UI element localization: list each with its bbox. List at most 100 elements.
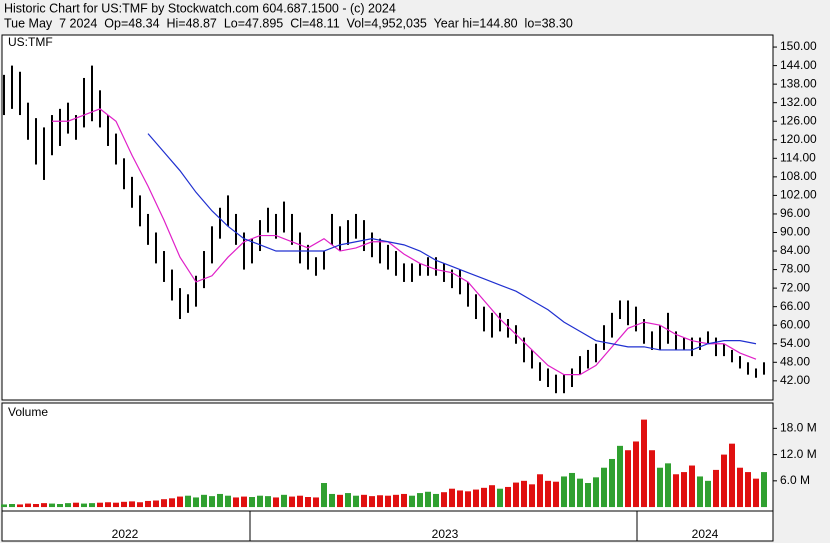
volume-bar [33,504,39,508]
y-tick-label: 60.00 [780,317,810,331]
volume-bar [113,502,119,508]
volume-bar [41,503,47,508]
chart-title: Historic Chart for US:TMF by Stockwatch.… [4,1,396,15]
date-axis [1,510,774,542]
volume-bar [17,504,23,508]
volume-bar [585,483,591,508]
volume-label: Volume [8,405,48,419]
volume-bar [465,491,471,508]
volume-bar [665,463,671,508]
volume-bar [457,490,463,508]
volume-bar [65,503,71,508]
volume-bar [1,504,7,508]
volume-bar [553,481,559,508]
symbol-label: US:TMF [8,35,53,49]
volume-bar [321,483,327,508]
volume-bar [257,495,263,508]
volume-bar [25,503,31,508]
y-tick-label: 114.00 [780,150,816,164]
volume-bar [417,493,423,508]
chart-subtitle: Tue May 7 2024 Op=48.34 Hi=48.87 Lo=47.8… [4,16,573,30]
volume-bar [369,496,375,508]
y-tick-label: 138.00 [780,76,817,90]
y-tick-label: 72.00 [780,280,810,294]
y-tick-label: 96.00 [780,206,810,220]
volume-bar [169,498,175,508]
volume-bar [145,500,151,508]
y-tick-label: 150.00 [780,39,817,53]
volume-bar [681,472,687,508]
volume-bar [329,493,335,508]
volume-bar [353,495,359,508]
volume-bar [81,503,87,508]
volume-bar [337,494,343,508]
volume-bar [505,486,511,508]
volume-bar [521,480,527,508]
volume-bar [305,497,311,508]
y-tick-label: 78.00 [780,262,810,276]
volume-bar [561,476,567,508]
volume-bar [177,496,183,508]
volume-bar [57,504,63,508]
volume-bar [697,476,703,508]
volume-bar [737,467,743,508]
volume-bar [529,484,535,508]
volume-bar [201,494,207,508]
volume-bar [657,467,663,508]
y-tick-label: 42.00 [780,373,810,387]
year-label: 2023 [432,527,459,541]
volume-bar [481,487,487,508]
volume-bar [633,441,639,508]
y-tick-label: 54.00 [780,336,810,350]
volume-bar [193,497,199,508]
volume-bar [129,501,135,508]
y-tick-label: 132.00 [780,95,817,109]
volume-bar [593,477,599,508]
volume-bar [705,480,711,508]
y-tick-label: 48.00 [780,354,810,368]
volume-bar [713,469,719,508]
volume-bar [233,497,239,508]
y-tick-label: 108.00 [780,169,817,183]
year-label: 2024 [692,527,719,541]
volume-bar [433,493,439,508]
volume-bar [105,502,111,508]
volume-bar [313,497,319,508]
volume-bar [489,485,495,508]
volume-bar [761,472,767,508]
y-tick-label: 102.00 [780,188,817,202]
volume-bar [249,497,255,508]
volume-bar [393,494,399,508]
volume-bar [9,504,15,508]
volume-bar [273,497,279,508]
volume-bar [297,495,303,508]
volume-bar [545,480,551,508]
volume-bar [153,500,159,508]
price-panel [1,34,774,401]
volume-bar [673,474,679,508]
volume-bar [217,493,223,508]
volume-bar [537,474,543,508]
moving-average [147,133,757,351]
year-label: 2022 [112,527,139,541]
volume-bar [401,493,407,508]
volume-bar [641,419,647,508]
volume-bar [721,454,727,508]
volume-bar [97,502,103,508]
y-tick-label: 84.00 [780,243,810,257]
y-tick-label: 144.00 [780,58,817,72]
volume-bar [617,445,623,508]
volume-bar [449,488,455,508]
volume-bar [137,502,143,508]
volume-bar [385,495,391,508]
volume-bar [497,488,503,508]
y-tick-label: 120.00 [780,132,817,146]
moving-average [52,108,757,376]
volume-bar [281,494,287,508]
volume-bar [209,496,215,508]
volume-bar [689,465,695,508]
y-tick-label: 18.0 M [780,421,817,435]
volume-bar [729,443,735,508]
volume-bar [345,493,351,508]
